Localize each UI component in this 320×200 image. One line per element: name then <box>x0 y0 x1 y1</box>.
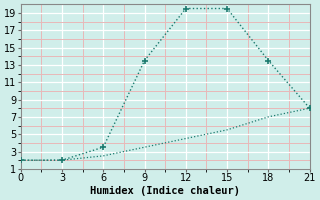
X-axis label: Humidex (Indice chaleur): Humidex (Indice chaleur) <box>90 186 240 196</box>
